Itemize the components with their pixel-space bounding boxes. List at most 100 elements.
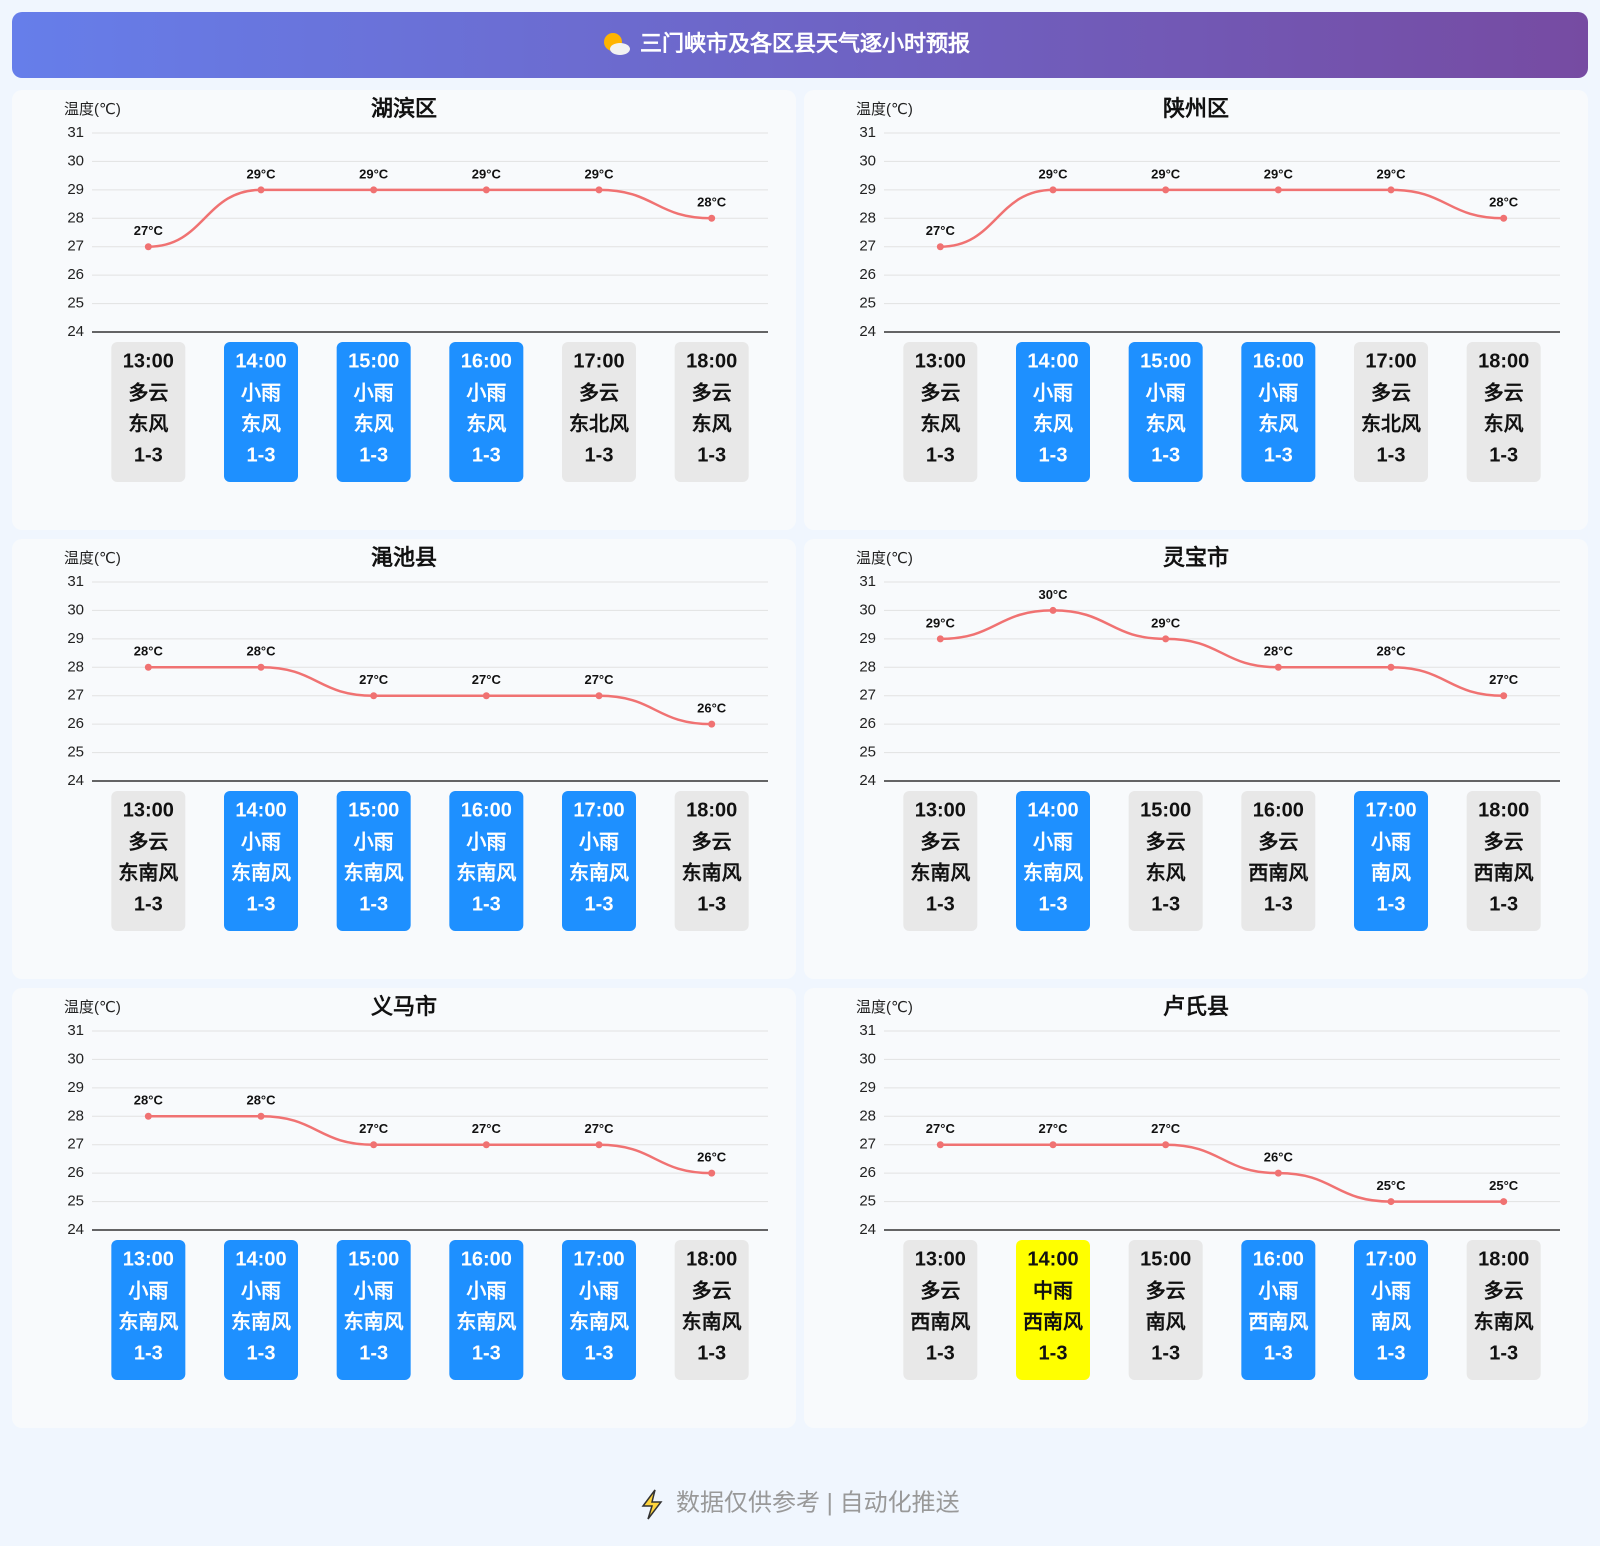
y-tick-label: 31 <box>67 573 84 590</box>
weather-card <box>1128 342 1203 482</box>
weather-card <box>336 1240 411 1380</box>
card-wind-level: 1-3 <box>1039 444 1068 466</box>
weather-card <box>111 342 186 482</box>
card-weather: 多云 <box>128 829 168 853</box>
weather-card <box>562 342 636 482</box>
card-weather: 小雨 <box>1371 830 1411 853</box>
value-label: 27°C <box>359 672 389 687</box>
y-tick-label: 27 <box>67 1136 84 1153</box>
y-tick-label: 28 <box>859 209 876 226</box>
weather-card <box>224 342 298 482</box>
value-label: 29°C <box>472 166 502 181</box>
header-bar <box>12 12 1588 78</box>
temperature-line <box>148 666 712 726</box>
temperature-point <box>1387 186 1395 194</box>
card-wind: 东南风 <box>569 860 629 884</box>
card-categories: 16:00 <box>461 1248 512 1270</box>
temperature-point <box>1049 606 1057 614</box>
card-wind-level: 1-3 <box>585 893 614 915</box>
y-tick-label: 24 <box>67 1221 84 1238</box>
card-wind: 东南风 <box>456 860 516 884</box>
weather-card <box>674 791 749 931</box>
y-tick-label: 27 <box>67 687 84 704</box>
card-categories: 17:00 <box>1365 799 1416 821</box>
card-wind: 东风 <box>354 411 394 435</box>
temperature-point <box>708 1169 716 1177</box>
value-label: 25°C <box>1376 1178 1406 1193</box>
card-wind-level: 1-3 <box>697 893 726 915</box>
y-tick-label: 25 <box>859 744 876 761</box>
card-wind: 东风 <box>1484 411 1524 435</box>
card-categories: 17:00 <box>1365 1248 1416 1270</box>
card-wind-level: 1-3 <box>585 444 614 466</box>
temperature-point <box>144 243 152 251</box>
temperature-line <box>940 188 1504 248</box>
card-wind: 西南风 <box>1474 861 1534 884</box>
temperature-point <box>595 1141 603 1149</box>
card-wind: 西南风 <box>1248 861 1308 884</box>
temperature-line <box>148 188 712 248</box>
weather-card <box>449 342 524 482</box>
y-tick-label: 29 <box>67 630 84 647</box>
card-wind-level: 1-3 <box>472 1342 501 1364</box>
card-wind-level: 1-3 <box>1489 893 1518 915</box>
card-weather: 小雨 <box>354 1279 394 1302</box>
card-wind: 东风 <box>920 411 960 435</box>
card-wind-level: 1-3 <box>585 1342 614 1364</box>
card-wind: 东南风 <box>682 860 742 884</box>
y-tick-label: 26 <box>859 266 876 283</box>
card-categories: 15:00 <box>348 1248 399 1270</box>
value-label: 28°C <box>134 644 164 659</box>
card-wind-level: 1-3 <box>1039 893 1068 915</box>
card-categories: 13:00 <box>123 1248 174 1270</box>
card-wind-level: 1-3 <box>697 444 726 466</box>
y-tick-label: 29 <box>67 181 84 198</box>
value-label: 25°C <box>1489 1178 1519 1193</box>
weather-card <box>903 791 978 931</box>
y-axis-label: 温度(℃) <box>856 550 913 567</box>
card-weather: 多云 <box>692 380 732 404</box>
weather-card <box>1128 791 1203 931</box>
card-wind-level: 1-3 <box>1377 893 1406 915</box>
temperature-point <box>1162 635 1170 643</box>
weather-card <box>336 342 411 482</box>
value-label: 27°C <box>926 1121 956 1136</box>
y-tick-label: 31 <box>67 124 84 141</box>
weather-card <box>1241 791 1316 931</box>
card-categories: 17:00 <box>573 1248 624 1270</box>
card-weather: 小雨 <box>1258 1279 1298 1302</box>
y-tick-label: 25 <box>67 744 84 761</box>
card-wind: 东南风 <box>682 1309 742 1333</box>
y-tick-label: 24 <box>67 323 84 340</box>
card-weather: 多云 <box>920 380 960 404</box>
temperature-point <box>1274 1169 1282 1177</box>
y-tick-label: 30 <box>67 1050 84 1067</box>
temperature-point <box>1049 1141 1057 1149</box>
temperature-point <box>1049 186 1057 194</box>
card-categories: 18:00 <box>686 1248 737 1270</box>
card-wind: 东北风 <box>569 411 629 435</box>
card-weather: 小雨 <box>128 1279 168 1302</box>
temperature-point <box>144 663 152 671</box>
y-tick-label: 29 <box>859 630 876 647</box>
weather-card <box>1466 791 1541 931</box>
temperature-point <box>257 663 265 671</box>
card-wind: 东南风 <box>118 1309 178 1333</box>
weather-icon <box>604 33 630 55</box>
card-weather: 小雨 <box>1371 1279 1411 1302</box>
card-wind-level: 1-3 <box>247 1342 276 1364</box>
card-wind-level: 1-3 <box>926 893 955 915</box>
y-tick-label: 28 <box>67 658 84 675</box>
card-categories: 14:00 <box>1027 350 1078 372</box>
y-axis-label: 温度(℃) <box>856 101 913 118</box>
card-weather: 小雨 <box>1033 381 1073 404</box>
card-weather: 小雨 <box>579 830 619 853</box>
y-tick-label: 27 <box>859 1136 876 1153</box>
temperature-point <box>595 692 603 700</box>
value-label: 28°C <box>246 644 276 659</box>
chart-title: 渑池县 <box>371 545 437 570</box>
card-wind: 东南风 <box>569 1309 629 1333</box>
y-tick-label: 26 <box>67 715 84 732</box>
card-weather: 小雨 <box>1146 381 1186 404</box>
